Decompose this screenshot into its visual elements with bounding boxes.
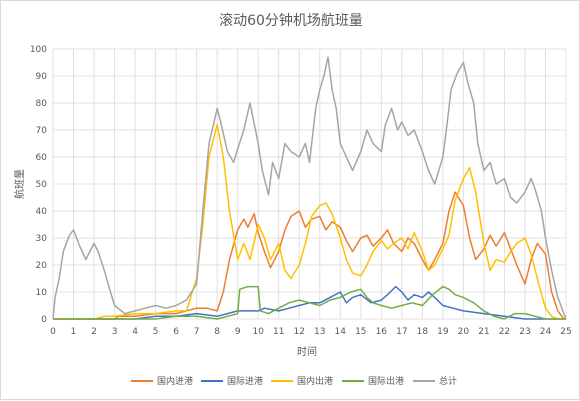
- x-tick-label: 6: [173, 327, 179, 337]
- x-tick-label: 7: [194, 327, 200, 337]
- y-tick-label: 100: [30, 45, 47, 55]
- y-tick-label: 10: [36, 288, 48, 298]
- x-tick-label: 3: [112, 327, 118, 337]
- x-tick-label: 12: [294, 327, 305, 337]
- x-tick-label: 14: [335, 327, 347, 337]
- y-tick-label: 40: [36, 207, 48, 217]
- x-tick-label: 4: [132, 327, 138, 337]
- x-tick-label: 16: [376, 327, 388, 337]
- x-tick-label: 15: [355, 327, 366, 337]
- y-tick-label: 80: [36, 99, 48, 109]
- y-tick-label: 0: [41, 315, 47, 325]
- x-tick-label: 10: [252, 327, 264, 337]
- series-line-3: [53, 123, 566, 320]
- x-tick-label: 13: [314, 327, 325, 337]
- x-tick-label: 20: [458, 327, 470, 337]
- x-axis-label: 时间: [297, 345, 317, 358]
- legend-label: 国际进港: [227, 375, 263, 387]
- x-tick-label: 23: [519, 327, 530, 337]
- series-line-2: [53, 285, 566, 320]
- y-tick-label: 90: [36, 72, 48, 82]
- x-tick-label: 19: [437, 327, 449, 337]
- x-tick-label: 11: [273, 327, 284, 337]
- legend-label: 国内出港: [297, 375, 333, 387]
- series-line-1: [53, 191, 566, 320]
- y-tick-label: 70: [36, 126, 48, 136]
- series-line-5: [52, 56, 567, 320]
- legend-label: 总计: [439, 375, 457, 387]
- legend-label: 国际出港: [368, 375, 404, 387]
- x-tick-label: 17: [396, 327, 407, 337]
- x-tick-label: 1: [71, 327, 77, 337]
- x-tick-label: 24: [540, 327, 552, 337]
- chart-title: 滚动60分钟机场航班量: [219, 12, 363, 29]
- y-axis-label: 航班量: [13, 169, 26, 199]
- y-tick-label: 60: [36, 153, 48, 163]
- grid-lines: [52, 48, 567, 320]
- x-tick-label: 8: [214, 327, 220, 337]
- legend-label: 国内进港: [157, 375, 193, 387]
- y-tick-label: 20: [36, 261, 48, 271]
- x-tick-label: 21: [478, 327, 489, 337]
- x-tick-label: 25: [560, 327, 571, 337]
- x-tick-label: 22: [499, 327, 510, 337]
- legend: 国内进港 国际进港 国内出港 国际出港 总计: [131, 375, 457, 387]
- y-tick-label: 50: [36, 180, 48, 190]
- x-tick-label: 2: [91, 327, 97, 337]
- series-lines: [52, 56, 567, 320]
- series-line-4: [53, 285, 566, 320]
- x-tick-label: 5: [153, 327, 159, 337]
- x-tick-label: 9: [235, 327, 241, 337]
- x-tick-label: 18: [417, 327, 429, 337]
- y-tick-label: 30: [36, 234, 48, 244]
- x-tick-label: 0: [50, 327, 56, 337]
